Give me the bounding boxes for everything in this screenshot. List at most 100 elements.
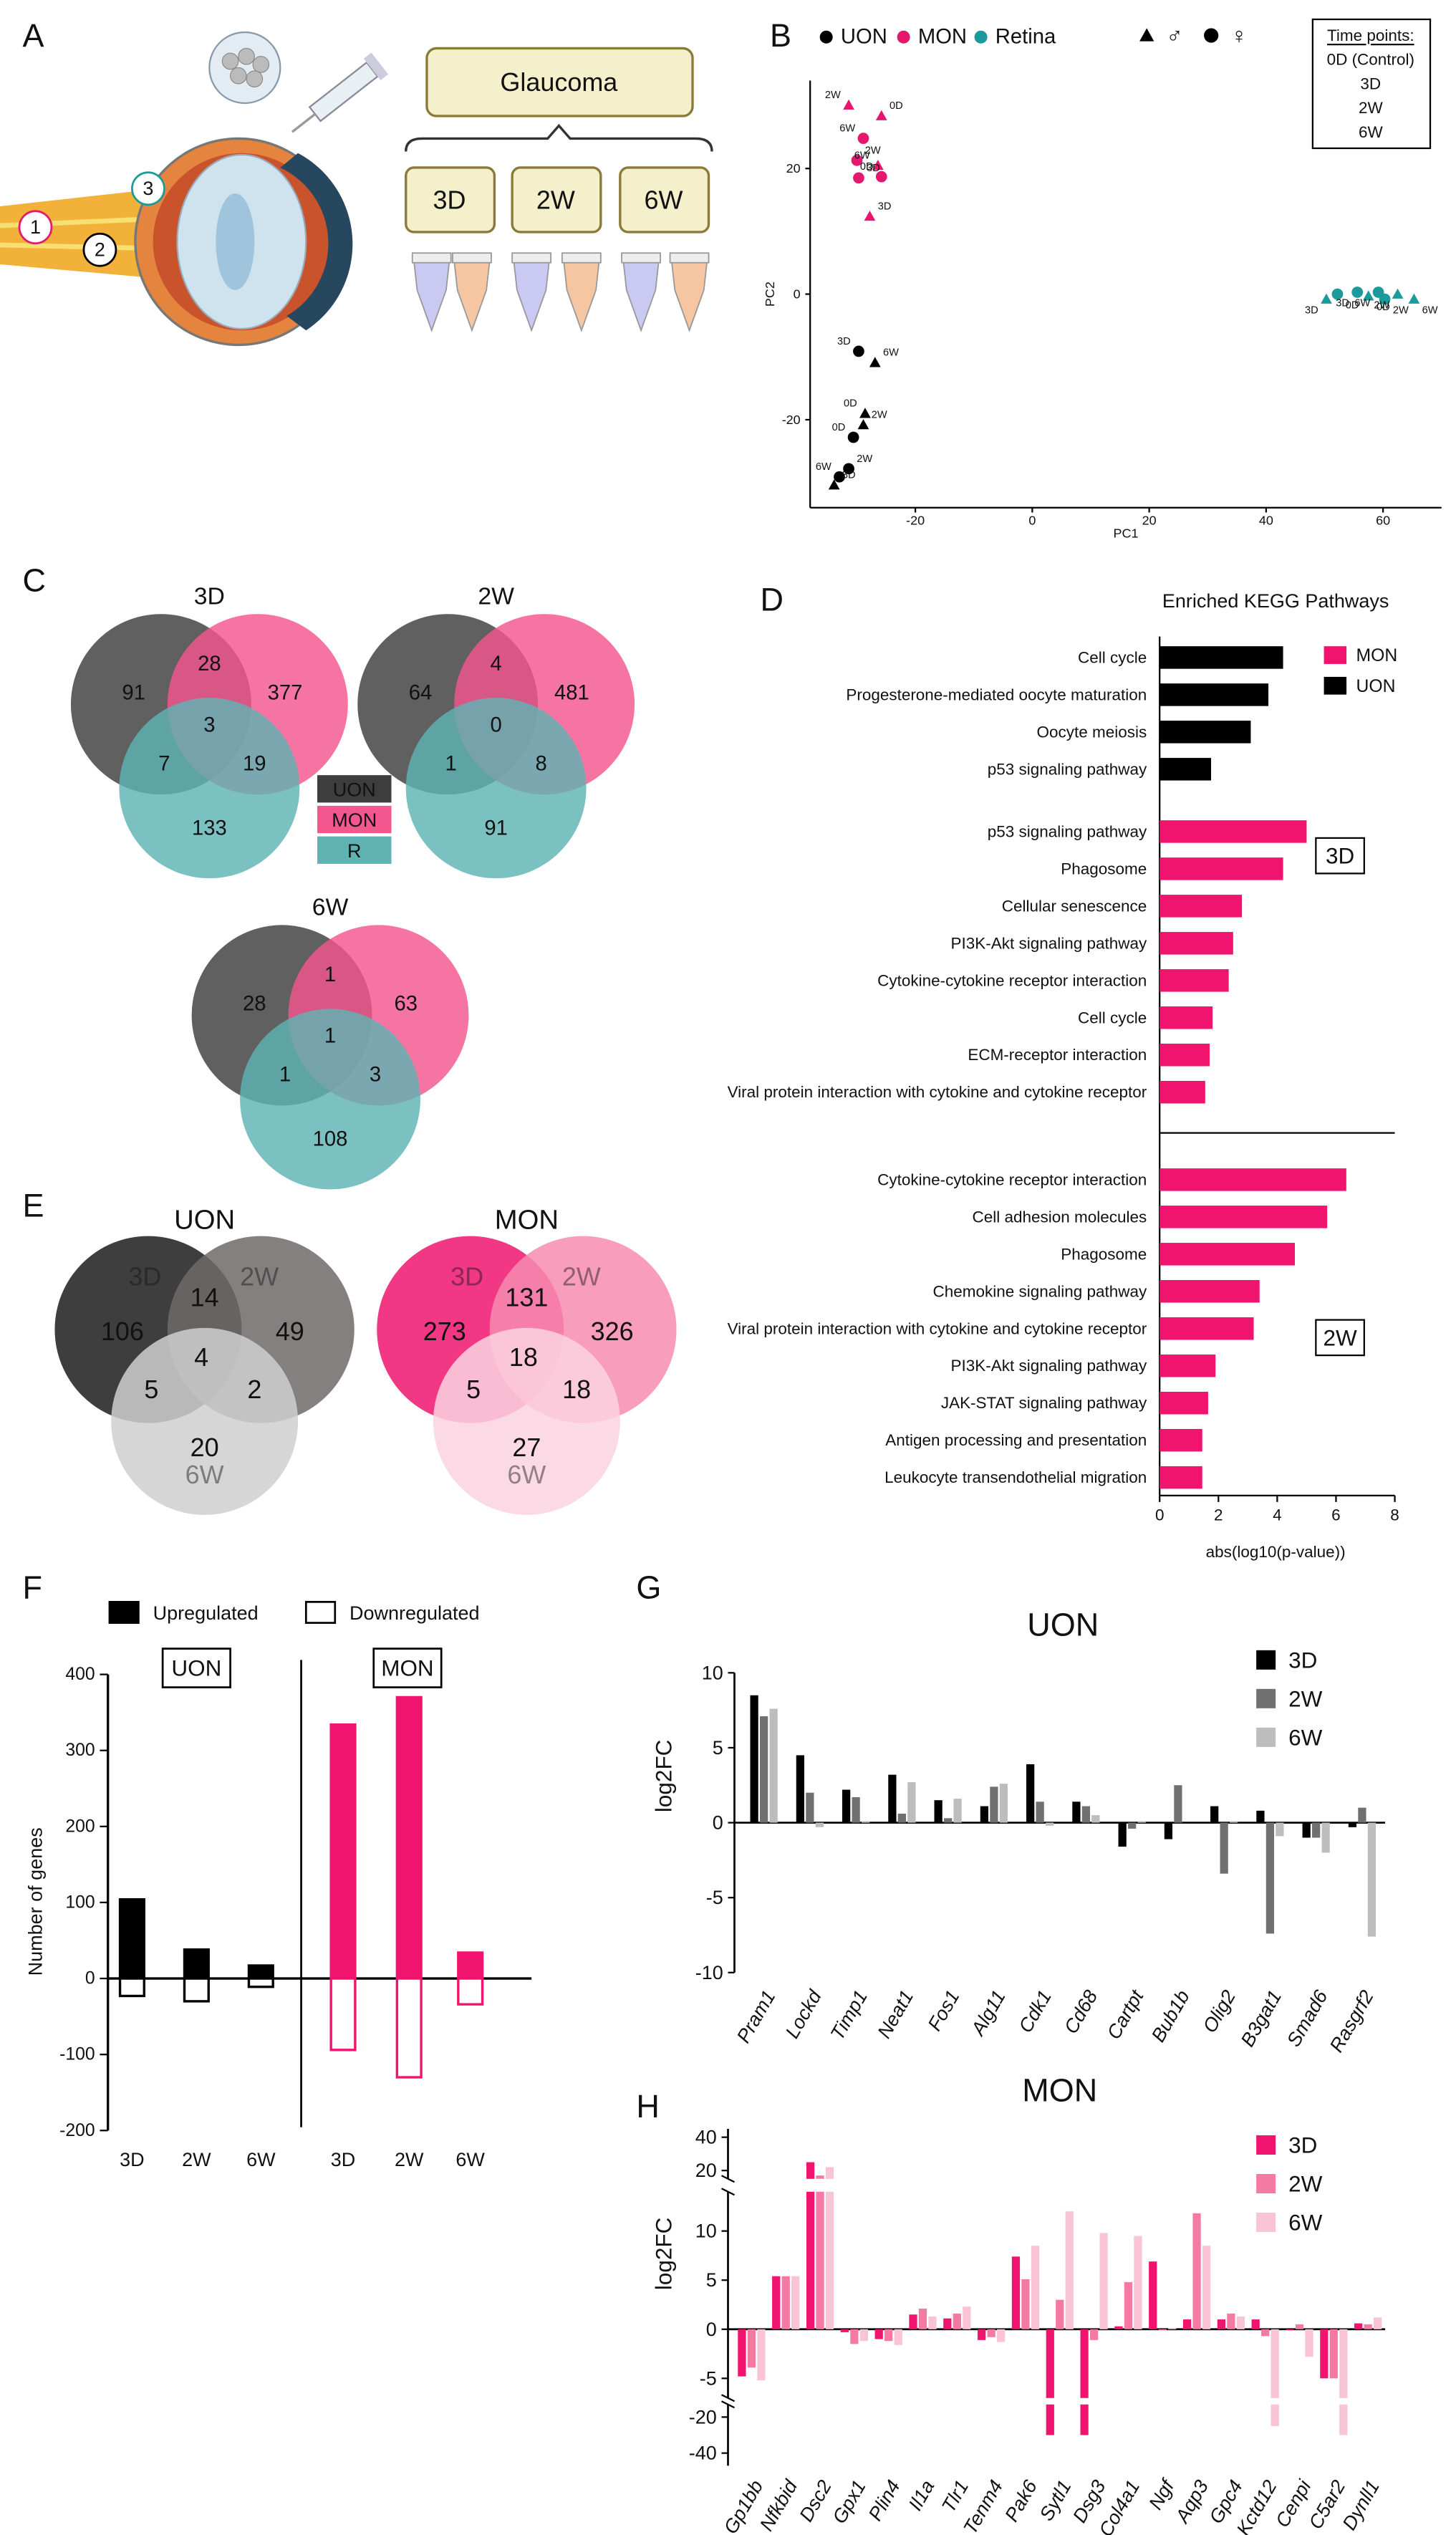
bar (1160, 820, 1307, 843)
tube (413, 260, 450, 332)
point-label: 6W (816, 461, 831, 473)
tube-cap (411, 252, 452, 264)
x-tick-label: B3gat1 (1237, 1986, 1286, 2050)
venn-count: 2 (247, 1375, 261, 1404)
y-axis-label: Number of genes (24, 1827, 46, 1976)
x-axis-label: PC1 (1113, 526, 1138, 541)
bar (1160, 1466, 1202, 1489)
bar (247, 1964, 274, 1980)
venn-count: 326 (591, 1317, 634, 1346)
bar (769, 1708, 778, 1823)
panel-label: E (22, 1187, 44, 1223)
y-axis-label: PC2 (763, 282, 777, 307)
x-tick-label: Rasgrf2 (1326, 1986, 1378, 2056)
venn-count: 3 (203, 713, 215, 736)
bar (1160, 1168, 1346, 1191)
x-tick-label: Pak6 (1001, 2476, 1041, 2525)
x-tick-label: Alg11 (966, 1986, 1009, 2040)
brace (405, 123, 713, 152)
bar (1286, 2329, 1294, 2331)
bar (907, 1782, 916, 1823)
tube (622, 260, 660, 332)
design-boxes (405, 47, 713, 234)
venn-title: 2W (478, 582, 514, 610)
group-label-box (1315, 1319, 1365, 1357)
legend-label: Upregulated (153, 1602, 259, 1624)
bar (1358, 1807, 1366, 1823)
bar (1295, 2324, 1304, 2329)
bar (997, 2329, 1006, 2342)
bar (1021, 2279, 1030, 2329)
bar (395, 1977, 423, 2079)
legend-label: 3D (1288, 1647, 1317, 1673)
x-tick-label: Il1a (905, 2476, 939, 2514)
bar (1160, 1354, 1216, 1377)
bar (1160, 1206, 1328, 1228)
venn-count: 106 (101, 1317, 144, 1346)
point (1362, 290, 1374, 301)
bar (1364, 2324, 1372, 2329)
x-tick-label: Neat1 (873, 1986, 917, 2041)
point (847, 431, 859, 443)
venn-legend-swatch (317, 836, 392, 864)
x-tick-label: Cdk1 (1015, 1986, 1056, 2036)
point-label: 2W (1374, 299, 1389, 311)
venn-set-label: 3D (450, 1261, 483, 1291)
bar (934, 1800, 942, 1823)
bar (999, 1784, 1008, 1823)
bar (1118, 1822, 1127, 1847)
bar (1137, 1821, 1146, 1823)
venn-set (111, 1327, 299, 1515)
bar (816, 2191, 824, 2329)
bar (1158, 2329, 1167, 2331)
x-tick-label: Tlr1 (937, 2476, 973, 2516)
bar (738, 2329, 746, 2377)
y-tick-label: 0 (794, 287, 801, 302)
bar (987, 2329, 995, 2337)
venn-count: 63 (394, 993, 418, 1016)
venn-count: 64 (409, 681, 433, 704)
x-tick-label: Fos1 (924, 1986, 964, 2034)
point-label: 0D (889, 100, 903, 112)
legend-label: 6W (1288, 2210, 1323, 2236)
bar (183, 1948, 210, 1980)
venn-count: 91 (484, 817, 508, 840)
x-tick-label: 2W (395, 2149, 424, 2170)
legend-entry: 2W (1359, 99, 1383, 117)
bar (825, 2167, 834, 2179)
category-label: Cell adhesion molecules (973, 1208, 1147, 1226)
bar (1160, 1391, 1208, 1415)
venn-set (119, 698, 300, 879)
category-label: Antigen processing and presentation (885, 1431, 1147, 1449)
x-tick-label: Aqp3 (1171, 2476, 1212, 2527)
category-label: Viral protein interaction with cytokine … (728, 1083, 1147, 1101)
category-label: Viral protein interaction with cytokine … (728, 1319, 1147, 1337)
bar (183, 1977, 210, 2003)
x-tick-label: 20 (1142, 514, 1157, 528)
bar (1160, 758, 1212, 781)
bar (1374, 2317, 1382, 2329)
venn-count: 5 (144, 1375, 158, 1404)
venn-count: 4 (491, 653, 502, 675)
tube (670, 260, 708, 332)
legend-label: ♀ (1230, 22, 1248, 48)
legend-swatch (1256, 2174, 1276, 2194)
venn-count: 273 (423, 1317, 466, 1346)
bar (1354, 2323, 1363, 2329)
venn-count: 1 (279, 1064, 291, 1087)
bar (1202, 2246, 1211, 2329)
point-label: 6W (1422, 304, 1438, 316)
legend-label: 2W (1288, 2171, 1323, 2197)
venn-count: 8 (535, 752, 546, 775)
category-label: p53 signaling pathway (988, 822, 1147, 840)
legend-label: 3D (1288, 2132, 1317, 2158)
y-tick-label: -200 (59, 2121, 95, 2140)
bar (1065, 2211, 1074, 2329)
bar (1271, 2329, 1279, 2398)
y-tick-label: 20 (695, 2160, 717, 2181)
bar (1302, 1822, 1311, 1838)
bar (840, 2329, 849, 2332)
bar (1174, 1785, 1182, 1823)
bar (874, 2329, 883, 2339)
x-tick-label: 4 (1273, 1506, 1282, 1524)
